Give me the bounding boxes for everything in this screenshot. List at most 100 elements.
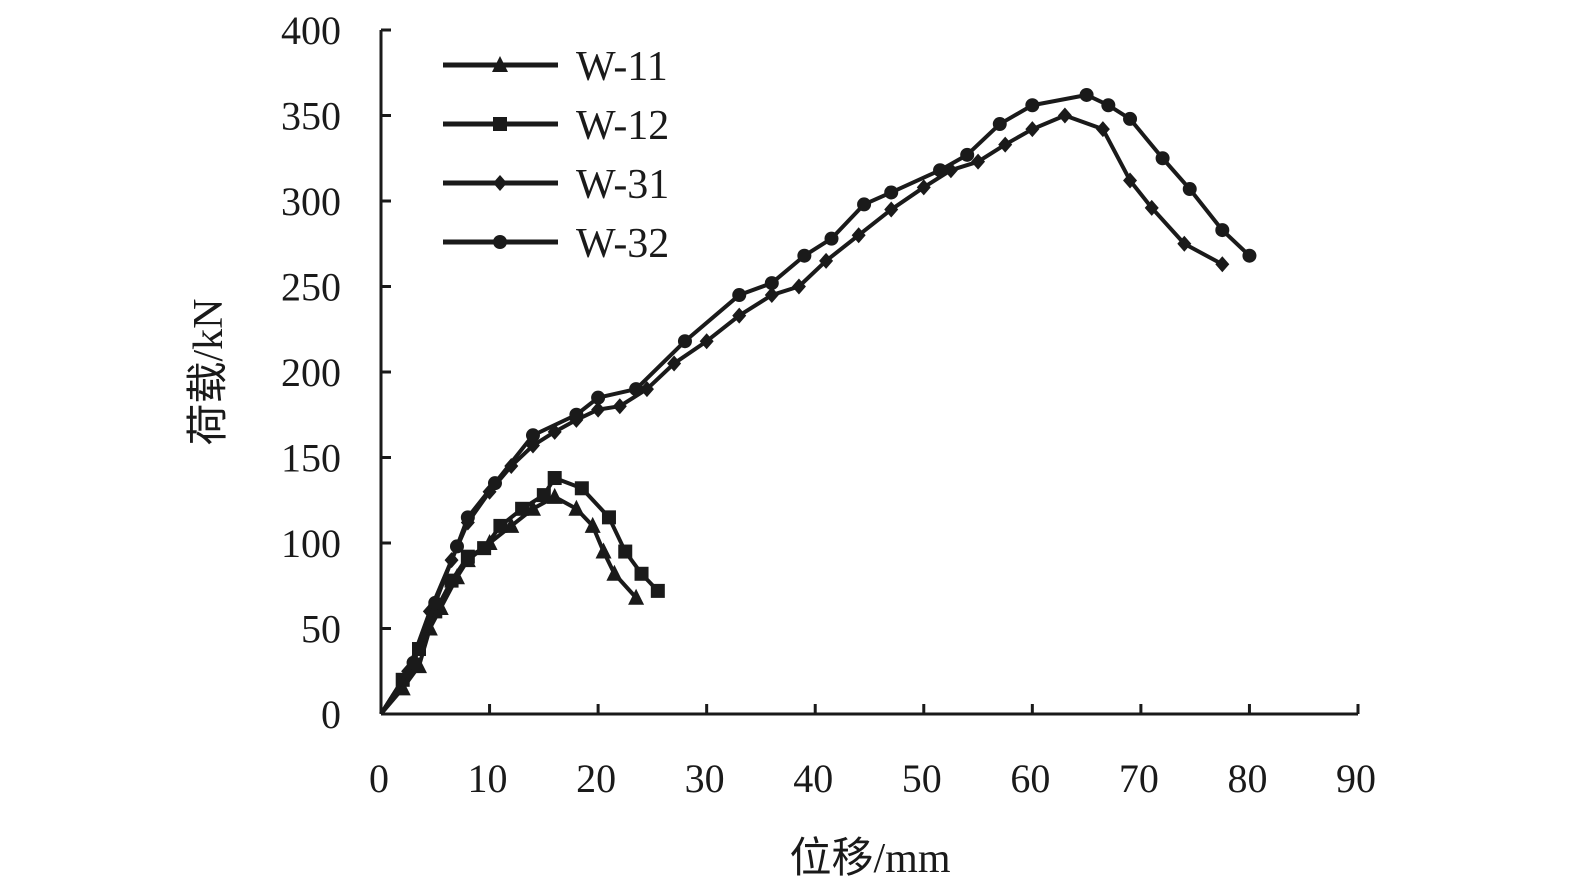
data-point-w-12 xyxy=(547,471,562,486)
data-point-w-32 xyxy=(1155,151,1170,166)
data-point-w-12 xyxy=(601,510,616,525)
data-point-w-31 xyxy=(998,136,1013,153)
data-point-w-31 xyxy=(639,381,654,398)
data-point-w-11 xyxy=(628,588,645,605)
data-point-w-32 xyxy=(732,288,747,303)
data-point-w-12 xyxy=(574,481,589,496)
data-point-w-31 xyxy=(667,355,682,372)
x-tick-label: 90 xyxy=(1336,756,1376,801)
data-point-w-32 xyxy=(764,276,779,291)
data-point-w-32 xyxy=(1242,248,1257,263)
data-point-w-12 xyxy=(477,541,492,556)
legend-label-w-31: W-31 xyxy=(576,162,669,208)
series-w-31 xyxy=(379,107,1230,716)
data-point-w-31 xyxy=(851,227,866,244)
data-point-w-12 xyxy=(618,544,633,559)
x-tick-label: 0 xyxy=(369,756,389,801)
y-tick-label: 150 xyxy=(281,436,341,481)
data-point-w-11 xyxy=(584,516,601,533)
data-point-w-32 xyxy=(525,428,540,443)
legend-item-w-31: W-31 xyxy=(443,162,669,208)
data-point-w-31 xyxy=(1177,235,1192,252)
data-point-w-32 xyxy=(992,117,1007,132)
data-point-w-31 xyxy=(791,278,806,295)
data-point-w-31 xyxy=(612,398,627,415)
data-point-w-32 xyxy=(1123,111,1138,126)
series-line-w-31 xyxy=(379,113,1224,716)
data-point-w-12 xyxy=(460,549,475,564)
series-layer xyxy=(379,87,1257,716)
data-point-w-31 xyxy=(591,401,606,418)
data-point-w-32 xyxy=(1182,182,1197,197)
data-point-w-31 xyxy=(1144,199,1159,216)
y-tick-label: 100 xyxy=(281,521,341,566)
x-tick-label: 40 xyxy=(793,756,833,801)
legend-item-w-12: W-12 xyxy=(443,103,669,149)
legend-marker-w-32 xyxy=(493,235,507,249)
data-point-w-31 xyxy=(1095,121,1110,138)
data-point-w-12 xyxy=(444,573,459,588)
legend-marker-w-12 xyxy=(493,117,507,131)
data-point-w-32 xyxy=(1025,98,1040,113)
x-tick-label: 80 xyxy=(1227,756,1267,801)
legend-label-w-12: W-12 xyxy=(576,103,669,149)
axes xyxy=(379,30,1358,716)
data-point-w-31 xyxy=(884,201,899,218)
y-tick-label: 200 xyxy=(281,350,341,395)
data-point-w-32 xyxy=(824,231,839,246)
data-point-w-32 xyxy=(677,334,692,349)
data-point-w-31 xyxy=(699,333,714,350)
ticks: 0 50 100 150 200 250 300 350 400 0 10 20 30 40 50 60 70 8… xyxy=(281,8,1376,801)
data-point-w-32 xyxy=(569,407,584,422)
data-point-w-32 xyxy=(884,185,899,200)
data-point-w-31 xyxy=(764,287,779,304)
y-tick-label: 0 xyxy=(321,692,341,737)
data-point-w-11 xyxy=(394,679,411,696)
data-point-w-32 xyxy=(449,539,464,554)
y-tick-label: 350 xyxy=(281,94,341,139)
legend-label-w-11: W-11 xyxy=(576,44,668,90)
x-tick-label: 20 xyxy=(576,756,616,801)
data-point-w-32 xyxy=(857,197,872,212)
y-tick-label: 50 xyxy=(301,607,341,652)
x-tick-label: 10 xyxy=(468,756,508,801)
data-point-w-32 xyxy=(460,510,475,525)
x-tick-label: 60 xyxy=(1010,756,1050,801)
data-point-w-11 xyxy=(568,499,585,516)
data-point-w-31 xyxy=(732,307,747,324)
legend-marker-w-11 xyxy=(492,56,508,72)
x-tick-label: 50 xyxy=(902,756,942,801)
y-tick-label: 250 xyxy=(281,265,341,310)
data-point-w-32 xyxy=(629,382,644,397)
data-point-w-32 xyxy=(960,147,975,162)
data-point-w-32 xyxy=(1079,87,1094,102)
data-point-w-32 xyxy=(933,163,948,178)
data-point-w-31 xyxy=(916,179,931,196)
data-point-w-32 xyxy=(797,248,812,263)
legend-item-w-11: W-11 xyxy=(443,44,668,90)
data-point-w-31 xyxy=(1123,172,1138,189)
data-point-w-32 xyxy=(1101,98,1116,113)
data-point-w-11 xyxy=(606,564,623,581)
x-tick-label: 70 xyxy=(1119,756,1159,801)
data-point-w-12 xyxy=(634,566,649,581)
legend-marker-w-31 xyxy=(493,175,507,191)
data-point-w-11 xyxy=(595,542,612,559)
data-point-w-31 xyxy=(1057,107,1072,124)
data-point-w-32 xyxy=(406,655,421,670)
legend: W-11 W-12 W-31 W-32 xyxy=(443,44,669,267)
data-point-w-12 xyxy=(650,583,665,598)
x-axis-title: 位移/mm xyxy=(789,835,950,882)
series-line-w-32 xyxy=(379,92,1251,716)
legend-label-w-32: W-32 xyxy=(576,221,669,267)
data-point-w-12 xyxy=(493,518,508,533)
data-point-w-31 xyxy=(1215,256,1230,273)
data-point-w-31 xyxy=(819,252,834,269)
data-point-w-32 xyxy=(487,476,502,491)
legend-item-w-32: W-32 xyxy=(443,221,669,267)
y-axis-title: 荷载/kN xyxy=(186,298,232,445)
y-tick-label: 400 xyxy=(281,8,341,53)
data-point-w-12 xyxy=(536,488,551,503)
data-point-w-32 xyxy=(591,390,606,405)
